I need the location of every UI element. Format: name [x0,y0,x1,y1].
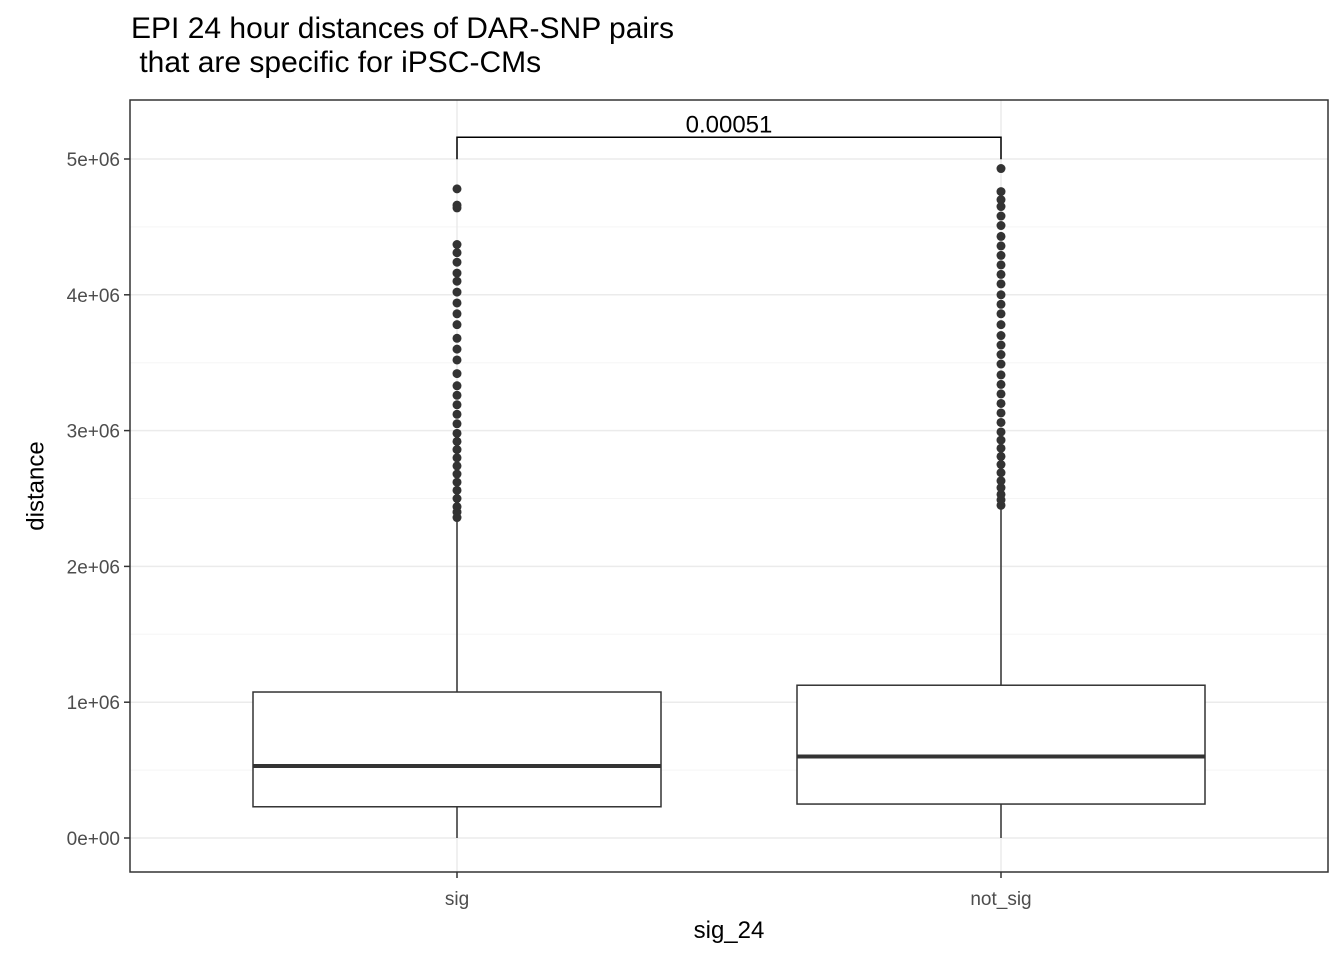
chart-title-line2: that are specific for iPSC-CMs [131,46,542,79]
outlier-point [452,344,462,354]
outlier-point [996,489,1006,499]
y-axis-title: distance [22,441,49,530]
outlier-point [452,355,462,365]
outlier-point [452,485,462,495]
boxplot-boxes [252,164,1206,838]
outlier-point [452,298,462,308]
outlier-point [996,408,1006,418]
outlier-point [996,187,1006,197]
outlier-point [452,445,462,455]
outlier-point [452,409,462,419]
outlier-point [996,309,1006,319]
outlier-point [996,195,1006,205]
outlier-point [996,202,1006,212]
outlier-point [452,200,462,210]
outlier-point [996,379,1006,389]
y-tick-label: 5e+06 [67,150,120,171]
x-axis-title: sig_24 [694,917,765,944]
outlier-point [996,359,1006,369]
outlier-point [996,221,1006,231]
outlier-point [452,428,462,438]
outlier-point [996,427,1006,437]
comparison-bracket-line [456,136,1002,160]
outlier-point [996,398,1006,408]
comparison-bracket: 0.00051 [456,111,1002,160]
outlier-point [996,250,1006,260]
outlier-point [452,436,462,446]
outlier-point [996,241,1006,251]
y-tick-label: 3e+06 [67,422,120,443]
outlier-point [996,331,1006,341]
box-sig [252,184,662,838]
outlier-point [452,248,462,258]
outlier-point [996,483,1006,493]
outlier-point [452,461,462,471]
outlier-point [996,370,1006,380]
outlier-point [996,320,1006,330]
outlier-point [996,269,1006,279]
outlier-point [452,369,462,379]
outlier-point [452,502,462,512]
y-axis: 0e+00 1e+06 2e+06 3e+06 4e+06 5e+06 [67,150,130,850]
outlier-point [996,260,1006,270]
outlier-point [996,211,1006,221]
outlier-point [996,350,1006,360]
outlier-point [452,184,462,194]
outlier-point [996,299,1006,309]
outlier-point [996,468,1006,478]
outlier-point [452,494,462,503]
x-tick-label: sig [445,889,469,910]
outlier-point [452,469,462,479]
outlier-point [452,240,462,250]
outlier-point [996,279,1006,289]
outlier-point [452,419,462,429]
outlier-point [452,287,462,297]
outlier-point [996,460,1006,470]
box-iqr [252,691,662,808]
outlier-point [996,435,1006,445]
outlier-point [996,290,1006,300]
x-axis: sig not_sig [445,872,1032,910]
outlier-point [452,453,462,463]
outlier-point [996,443,1006,453]
outlier-point [996,389,1006,399]
outlier-point [996,231,1006,241]
outlier-point [452,400,462,410]
outlier-point [452,320,462,330]
y-tick-label: 2e+06 [67,557,120,578]
box-not_sig [796,164,1206,838]
outlier-point [996,340,1006,350]
outlier-point [452,390,462,400]
comparison-label: 0.00051 [686,111,773,138]
outlier-point [996,451,1006,461]
outlier-point [452,276,462,286]
outlier-point [996,476,1006,486]
box-iqr [796,684,1206,805]
outlier-point [452,381,462,391]
outlier-point [996,164,1006,174]
y-tick-label: 4e+06 [67,286,120,307]
x-tick-label: not_sig [970,889,1031,910]
outlier-point [452,333,462,343]
outlier-point [452,477,462,487]
chart-title-line1: EPI 24 hour distances of DAR-SNP pairs [131,12,675,45]
y-tick-label: 0e+00 [67,829,120,850]
outlier-point [452,268,462,278]
outlier-point [452,257,462,267]
outlier-point [996,417,1006,427]
chart-title: EPI 24 hour distances of DAR-SNP pairs t… [131,12,674,80]
panel-border [129,99,1329,873]
outlier-point [452,309,462,319]
y-tick-label: 1e+06 [67,693,120,714]
